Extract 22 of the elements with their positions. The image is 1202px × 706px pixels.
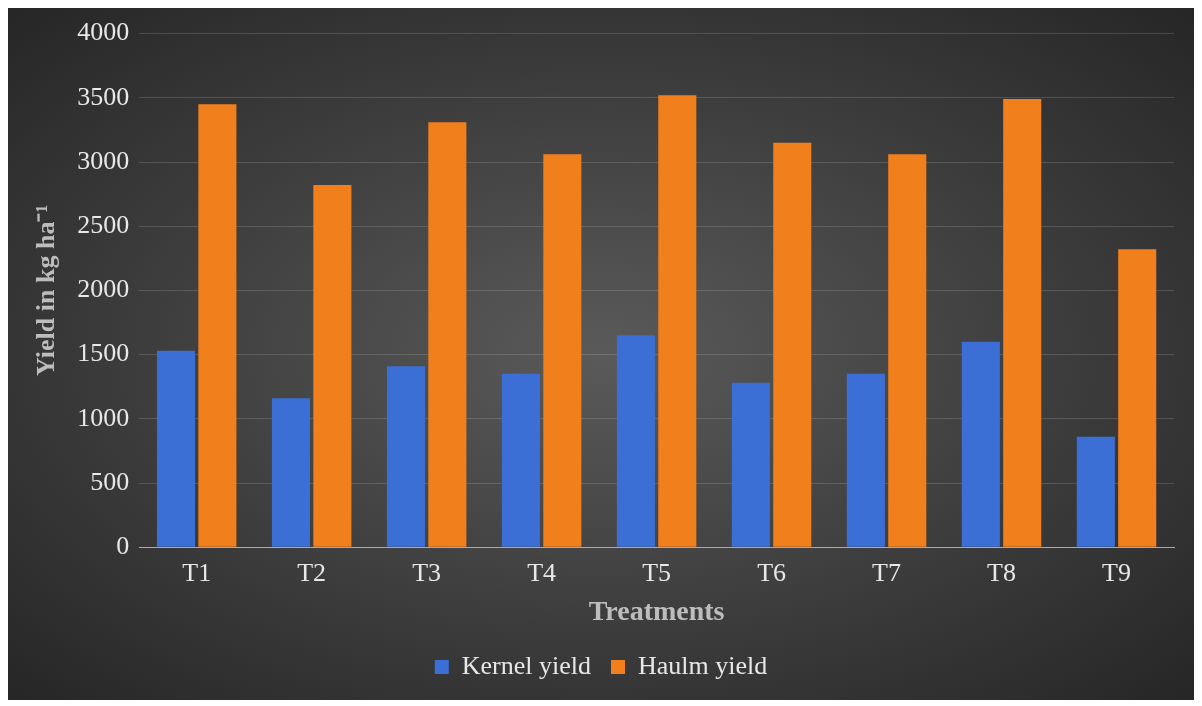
- y-tick-label: 500: [90, 466, 130, 496]
- y-tick-label: 1500: [77, 338, 130, 368]
- x-tick-label: T3: [412, 557, 442, 587]
- x-tick-label: T9: [1102, 557, 1131, 587]
- legend-label: Haulm yield: [637, 650, 768, 680]
- y-axis-title: Yield in kg ha⁻¹: [31, 204, 61, 376]
- x-tick-label: T2: [297, 557, 327, 587]
- x-tick-label: T5: [642, 557, 672, 587]
- legend-label: Kernel yield: [461, 650, 591, 680]
- y-tick-label: 2500: [77, 210, 130, 240]
- x-tick-label: T6: [757, 557, 787, 587]
- y-tick-label: 0: [116, 531, 130, 561]
- y-tick-label: 3000: [77, 145, 130, 175]
- x-tick-label: T1: [182, 557, 212, 587]
- y-tick-label: 3500: [77, 81, 130, 111]
- x-tick-label: T7: [872, 557, 901, 587]
- y-tick-label: 4000: [77, 17, 130, 47]
- y-tick-label: 1000: [77, 402, 130, 432]
- x-axis-title: Treatments: [588, 595, 725, 627]
- x-tick-label: T8: [987, 557, 1016, 587]
- x-tick-label: T4: [527, 557, 557, 587]
- y-tick-label: 2000: [77, 274, 130, 304]
